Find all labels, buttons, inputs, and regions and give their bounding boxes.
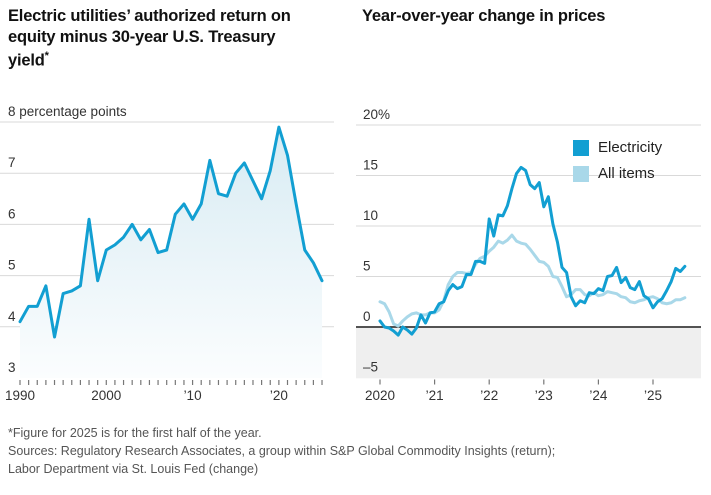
left-chart-title: Electric utilities’ authorized return on… xyxy=(8,6,308,72)
x-tick-label: 1990 xyxy=(5,388,35,403)
sources-line2: Labor Department via St. Louis Fed (chan… xyxy=(8,462,259,476)
legend-label-electricity: Electricity xyxy=(598,139,663,156)
legend-item-electricity: Electricity xyxy=(573,139,662,156)
left-chart-title-text: Electric utilities’ authorized return on… xyxy=(8,7,291,70)
x-tick-label: ’10 xyxy=(184,388,202,403)
y-tick-label: 8 percentage points xyxy=(8,104,127,119)
x-tick-label: ’20 xyxy=(270,388,288,403)
left-chart: 8 percentage points 7 6 5 4 3 1990 2000 ’10 ’20 xyxy=(0,104,334,403)
electricity-swatch xyxy=(573,139,589,156)
right-chart: 20% 15 10 5 0 –5 2020 ’21 ’22 ’23 ’24 ’25 xyxy=(356,107,701,403)
negative-band xyxy=(356,327,701,379)
x-tick-label: ’21 xyxy=(426,388,444,403)
legend: Electricity All items xyxy=(573,139,662,191)
x-tick-label: ’23 xyxy=(535,388,553,403)
footnote-marker: * xyxy=(44,49,49,62)
y-tick-label: 7 xyxy=(8,155,16,170)
sources-line1: Sources: Regulatory Research Associates,… xyxy=(8,444,556,458)
all-items-swatch xyxy=(573,165,589,182)
right-chart-title: Year-over-year change in prices xyxy=(362,7,606,25)
x-tick-label: ’24 xyxy=(589,388,608,403)
x-tick-label: 2020 xyxy=(365,388,395,403)
legend-label-all-items: All items xyxy=(598,165,655,182)
y-tick-label: 0 xyxy=(363,309,371,324)
y-tick-label: 5 xyxy=(8,258,16,273)
y-tick-label: 6 xyxy=(8,206,16,221)
y-tick-label: 3 xyxy=(8,360,16,375)
x-tick-label: ’22 xyxy=(480,388,498,403)
y-tick-label: 4 xyxy=(8,309,16,324)
y-tick-label: 15 xyxy=(363,158,378,173)
y-tick-label: 20% xyxy=(363,107,390,122)
spread-line xyxy=(18,125,324,339)
legend-item-all-items: All items xyxy=(573,165,662,182)
y-tick-label: 10 xyxy=(363,208,378,223)
line-electricity xyxy=(378,165,687,337)
area-fill xyxy=(20,127,323,379)
x-tick-label: 2000 xyxy=(91,388,121,403)
footnote: *Figure for 2025 is for the first half o… xyxy=(8,426,262,440)
x-tick-label: ’25 xyxy=(644,388,662,403)
y-tick-label: 5 xyxy=(363,259,371,274)
footer: *Figure for 2025 is for the first half o… xyxy=(8,424,706,478)
y-tick-label: –5 xyxy=(363,360,378,375)
